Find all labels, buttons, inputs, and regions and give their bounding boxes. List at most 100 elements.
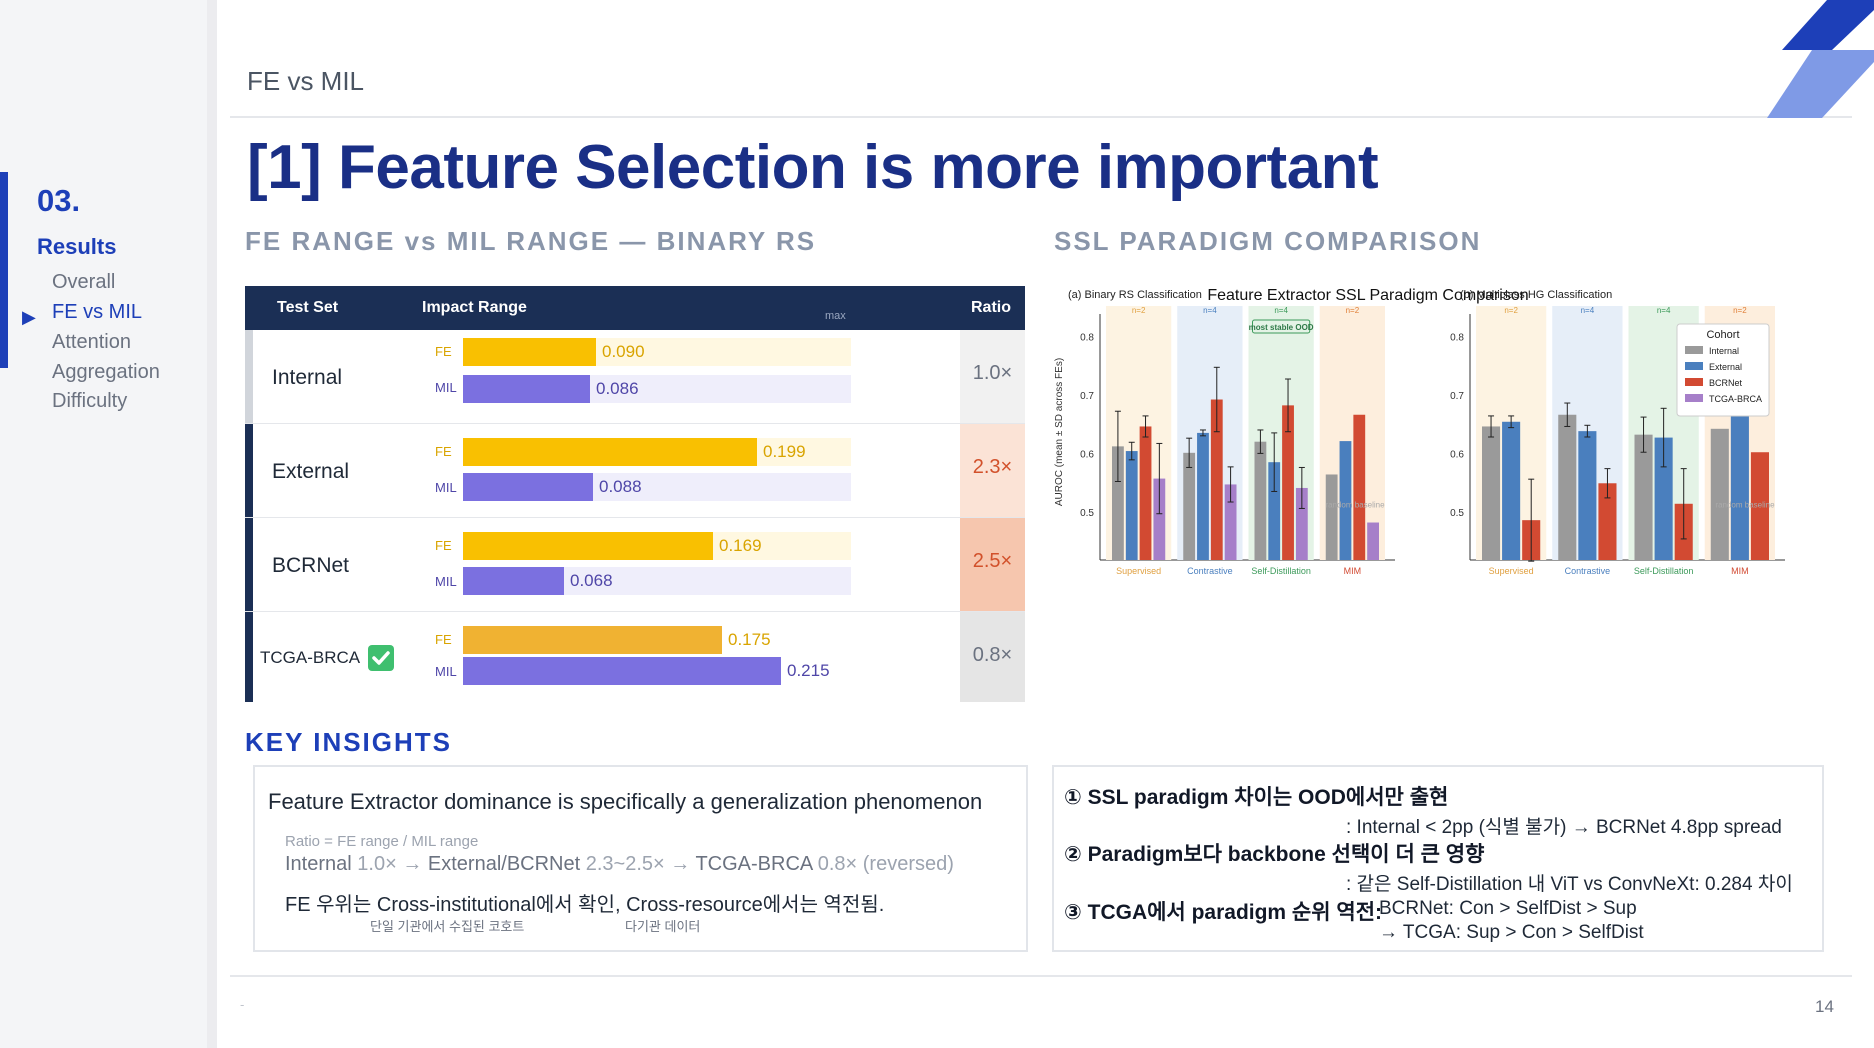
- insight-finding: FE 우위는 Cross-institutional에서 확인, Cross-r…: [285, 894, 885, 916]
- legend-swatch: [1685, 394, 1703, 402]
- x-tick-label: MIM: [1344, 566, 1362, 576]
- fe-section-heading: FE RANGE vs MIL RANGE — BINARY RS: [245, 226, 817, 256]
- bar-external: [1197, 432, 1209, 560]
- ratio-cell: 2.5×: [960, 518, 1025, 611]
- sidebar-item-fe-vs-mil[interactable]: FE vs MIL: [52, 301, 143, 323]
- panel-subtitle: (b) Multiclass HG Classification: [1460, 289, 1612, 301]
- bar-internal: [1254, 441, 1267, 560]
- page-number: 14: [1815, 997, 1834, 1016]
- mil-bar-value: 0.068: [570, 571, 613, 590]
- fe-bar: [463, 438, 757, 466]
- mil-bar-value: 0.088: [599, 477, 642, 496]
- y-tick-label: 0.7: [1080, 391, 1094, 402]
- corner-logo-icon: [1767, 0, 1874, 118]
- bar-external: [1502, 421, 1521, 560]
- group-count-label: n=4: [1203, 306, 1217, 315]
- y-axis-label: AUROC (mean ± SD across FEs): [1054, 358, 1065, 506]
- bar-internal: [1482, 426, 1501, 560]
- ssl-section-heading: SSL PARADIGM COMPARISON: [1054, 226, 1482, 256]
- insight-box-ssl: ① SSL paradigm 차이는 OOD에서만 출현 : Internal …: [1052, 765, 1824, 952]
- annotation-label: most stable OOD: [1249, 323, 1314, 332]
- footer-marker: -: [240, 997, 245, 1012]
- x-tick-label: Contrastive: [1187, 566, 1233, 576]
- mil-bar-value: 0.215: [787, 661, 830, 680]
- x-tick-label: Supervised: [1116, 566, 1161, 576]
- legend-label: BCRNet: [1709, 378, 1743, 388]
- fe-bar: [463, 626, 722, 654]
- sidebar-item-aggregation[interactable]: Aggregation: [52, 361, 160, 383]
- bar-bcrnet: [1353, 414, 1366, 560]
- ratio-definition: Ratio = FE range / MIL range: [285, 833, 479, 850]
- bar-bcrnet: [1282, 405, 1294, 560]
- bar-tcga-brca: [1153, 478, 1166, 560]
- insight-1-heading: ① SSL paradigm 차이는 OOD에서만 출현: [1064, 786, 1449, 809]
- group-count-label: n=4: [1581, 306, 1595, 315]
- fe-bar-value: 0.175: [728, 630, 771, 649]
- x-tick-label: MIM: [1731, 566, 1749, 576]
- ratio-cell: 0.8×: [960, 612, 1025, 702]
- mil-tag: MIL: [435, 380, 457, 395]
- group-count-label: n=4: [1274, 306, 1288, 315]
- sidebar-item-attention[interactable]: Attention: [52, 331, 131, 353]
- sidebar-divider: [207, 0, 217, 1048]
- bar-external: [1654, 437, 1673, 560]
- col-test-set: Test Set: [277, 299, 339, 316]
- bar-external: [1730, 396, 1749, 560]
- insight-2-heading: ② Paradigm보다 backbone 선택이 더 큰 영향: [1064, 843, 1485, 866]
- mil-bar: [463, 657, 781, 685]
- bar-tcga-brca: [1367, 522, 1379, 560]
- fe-tag: FE: [435, 632, 452, 647]
- x-tick-label: Contrastive: [1565, 566, 1611, 576]
- table-row-internal: Internal FE 0.090 MIL 0.086 1.0×: [245, 330, 1025, 424]
- mil-bar-value: 0.086: [596, 379, 639, 398]
- fe-tag: FE: [435, 344, 452, 359]
- bar-bcrnet: [1750, 452, 1769, 560]
- legend-label: TCGA-BRCA: [1709, 394, 1762, 404]
- table-row-external: External FE 0.199 MIL 0.088 2.3×: [245, 424, 1025, 518]
- group-count-label: n=2: [1132, 306, 1146, 315]
- bar-tcga-brca: [1224, 484, 1237, 560]
- y-tick-label: 0.6: [1450, 450, 1464, 461]
- mil-tag: MIL: [435, 574, 457, 589]
- fe-tag: FE: [435, 538, 452, 553]
- baseline-label: random baseline: [1715, 500, 1775, 509]
- checkmark-icon: [368, 645, 394, 671]
- bar-bcrnet: [1139, 426, 1152, 560]
- section-name: Results: [37, 234, 117, 259]
- insight-3-detail-a: BCRNet: Con > SelfDist > Sup: [1379, 898, 1637, 919]
- group-count-label: n=2: [1504, 306, 1518, 315]
- panel-subtitle: (a) Binary RS Classification: [1068, 289, 1202, 301]
- sidebar: [0, 0, 207, 1048]
- sidebar-item-overall[interactable]: Overall: [52, 271, 116, 293]
- chart-title: Feature Extractor SSL Paradigm Compariso…: [1207, 287, 1528, 304]
- mil-tag: MIL: [435, 480, 457, 495]
- legend-swatch: [1685, 378, 1703, 386]
- col-max-marker: max: [825, 310, 846, 322]
- bar-internal: [1183, 452, 1196, 560]
- y-tick-label: 0.5: [1450, 508, 1464, 519]
- row-label: BCRNet: [272, 554, 350, 577]
- legend-swatch: [1685, 346, 1703, 354]
- table-header: Test Set Impact Range max Ratio: [245, 286, 1025, 330]
- group-count-label: n=4: [1657, 306, 1671, 315]
- legend-label: External: [1709, 362, 1742, 372]
- bar-external: [1268, 462, 1281, 560]
- header-divider: [230, 116, 1852, 118]
- bar-external: [1578, 431, 1597, 560]
- y-tick-label: 0.6: [1080, 450, 1094, 461]
- bar-internal: [1710, 428, 1729, 560]
- legend-title: Cohort: [1706, 329, 1739, 341]
- bar-internal: [1634, 434, 1653, 560]
- ratio-cell: 1.0×: [960, 330, 1025, 423]
- legend-label: Internal: [1709, 346, 1739, 356]
- y-tick-label: 0.8: [1450, 332, 1464, 343]
- sidebar-item-difficulty[interactable]: Difficulty: [52, 390, 128, 412]
- section-number: 03.: [37, 183, 81, 218]
- insight-title: Feature Extractor dominance is specifica…: [268, 789, 983, 814]
- fe-bar-value: 0.090: [602, 342, 645, 361]
- col-ratio: Ratio: [971, 299, 1011, 316]
- ratio-flow: Internal 1.0× → External/BCRNet 2.3~2.5×…: [285, 853, 954, 875]
- fe-tag: FE: [435, 444, 452, 459]
- bar-external: [1125, 451, 1138, 560]
- table-row-bcrnet: BCRNet FE 0.169 MIL 0.068 2.5×: [245, 518, 1025, 612]
